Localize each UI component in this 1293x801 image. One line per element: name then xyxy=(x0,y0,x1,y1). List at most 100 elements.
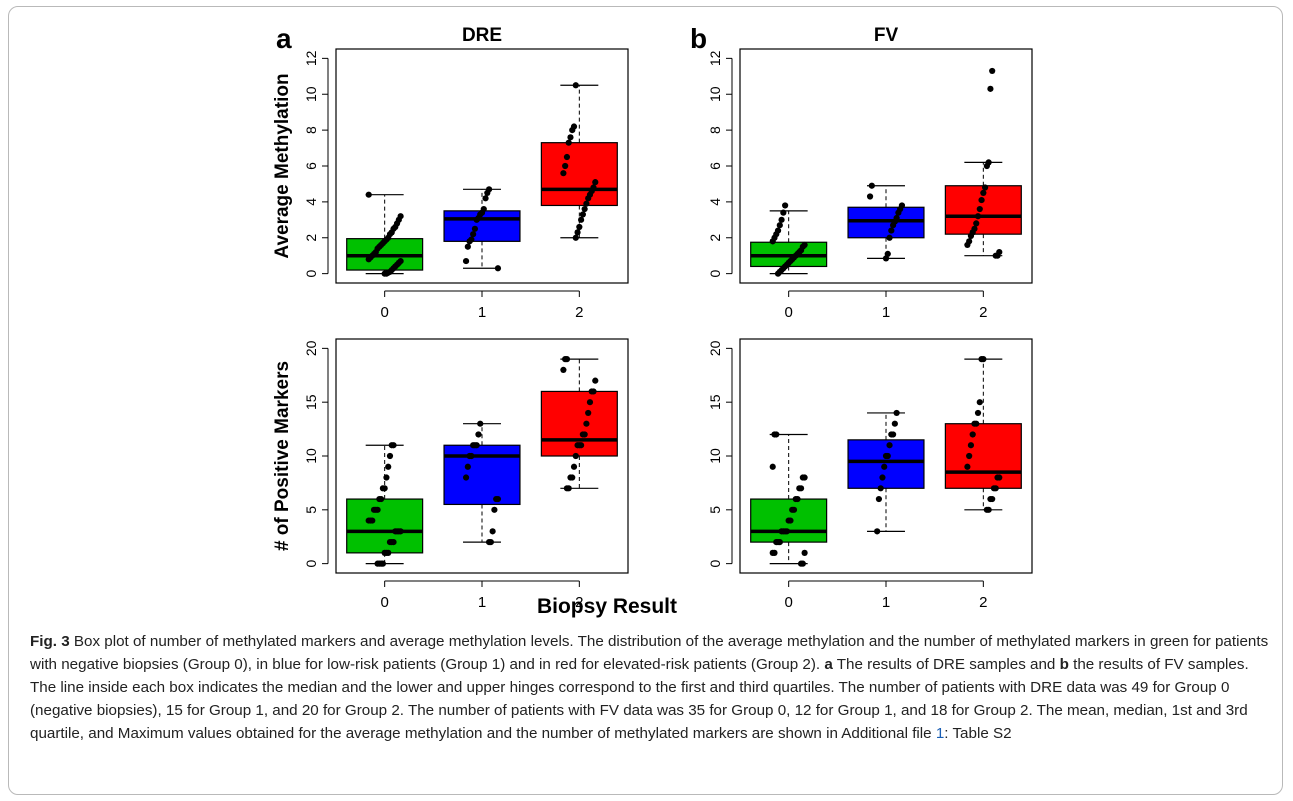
data-point xyxy=(882,452,890,460)
data-point xyxy=(484,189,491,197)
x-tick-label: 1 xyxy=(882,304,890,321)
data-point xyxy=(494,265,502,272)
data-point xyxy=(971,420,978,427)
y-tick-label: 8 xyxy=(303,126,319,134)
box-group-2 xyxy=(540,358,618,489)
data-point xyxy=(574,442,581,449)
data-point xyxy=(776,222,783,229)
plot-title: DRE xyxy=(462,25,502,46)
panel-b-letter: b xyxy=(690,23,707,54)
data-point xyxy=(874,528,881,535)
data-point xyxy=(886,442,893,449)
data-point xyxy=(982,184,989,191)
data-point xyxy=(579,431,586,438)
shared-x-axis-label: Biopsy Result xyxy=(537,595,677,618)
points-group-0 xyxy=(769,431,808,567)
points-group-2 xyxy=(560,82,599,241)
data-point xyxy=(477,420,484,427)
y-tick-label: 0 xyxy=(303,560,319,568)
x-tick-label: 2 xyxy=(979,594,987,611)
x-tick-label: 0 xyxy=(380,594,388,611)
box xyxy=(540,142,618,207)
data-point xyxy=(967,442,975,449)
data-point xyxy=(585,195,592,202)
box-group-2 xyxy=(944,161,1022,257)
x-tick-label: 2 xyxy=(979,304,987,321)
y-tick-label: 5 xyxy=(303,506,319,514)
y-tick-label: 4 xyxy=(707,198,723,206)
data-point xyxy=(471,225,479,232)
data-point xyxy=(983,506,990,513)
y-tick-label: 10 xyxy=(707,448,723,464)
data-point xyxy=(374,560,381,567)
plot-frame xyxy=(739,48,1033,284)
y-tick-label: 12 xyxy=(707,50,723,66)
data-point xyxy=(572,234,579,241)
y-axis: 0 2 4 6 8 10 12 xyxy=(303,50,329,278)
data-point xyxy=(464,463,471,470)
figure-caption: Fig. 3 Box plot of number of methylated … xyxy=(30,630,1270,745)
y-tick-label: 4 xyxy=(303,198,319,206)
points-group-1 xyxy=(874,409,900,535)
data-point xyxy=(576,223,583,231)
data-point xyxy=(978,356,985,363)
data-point xyxy=(388,442,395,449)
data-point xyxy=(866,193,874,200)
plot-frame xyxy=(335,338,629,574)
data-point xyxy=(572,452,579,460)
y-tick-label: 15 xyxy=(303,394,319,410)
data-point xyxy=(574,229,581,236)
data-point xyxy=(967,232,975,240)
data-point xyxy=(365,256,372,263)
figure-canvas: a b Biopsy Result DRE Average Methylation… xyxy=(272,23,1033,618)
box xyxy=(346,498,424,554)
data-point xyxy=(560,170,567,177)
data-point xyxy=(581,205,588,213)
data-point xyxy=(567,474,574,481)
data-point xyxy=(381,549,388,556)
data-point xyxy=(974,213,982,220)
data-point xyxy=(893,409,900,417)
data-point xyxy=(895,209,902,216)
data-point xyxy=(592,179,599,186)
data-point xyxy=(769,238,776,245)
x-tick-label: 1 xyxy=(478,594,486,611)
data-point xyxy=(773,539,780,546)
data-point xyxy=(381,270,388,277)
data-point xyxy=(976,205,983,213)
y-tick-label: 10 xyxy=(303,448,319,464)
box-group-0 xyxy=(346,444,424,565)
data-point xyxy=(470,231,477,238)
data-point xyxy=(370,506,378,513)
box-group-0 xyxy=(346,194,424,275)
data-point xyxy=(888,431,895,438)
data-point xyxy=(493,495,500,503)
data-point xyxy=(470,442,477,449)
box-group-2 xyxy=(944,358,1022,511)
plot-title: FV xyxy=(874,25,899,46)
y-tick-label: 8 xyxy=(707,126,723,134)
data-point xyxy=(379,485,386,492)
data-point xyxy=(386,539,394,546)
points-group-0 xyxy=(769,202,808,277)
data-point xyxy=(475,431,482,438)
plot-dre_pos: # of Positive Markers 0 5 10 15 20 0 1 2 xyxy=(272,338,629,611)
data-point xyxy=(769,463,776,470)
y-tick-label: 0 xyxy=(707,560,723,568)
data-point xyxy=(570,463,578,470)
data-point xyxy=(974,409,982,417)
points-group-1 xyxy=(462,186,502,272)
box xyxy=(443,444,521,506)
y-tick-label: 5 xyxy=(707,506,723,514)
caption-panel-a: a xyxy=(824,656,833,673)
y-tick-label: 0 xyxy=(303,270,319,278)
data-point xyxy=(578,216,585,223)
data-point xyxy=(569,127,576,134)
data-point xyxy=(579,211,586,218)
data-point xyxy=(964,463,971,470)
box xyxy=(847,206,925,239)
y-tick-label: 6 xyxy=(303,162,319,170)
additional-file-link[interactable]: 1 xyxy=(935,725,945,742)
data-point xyxy=(886,234,893,241)
